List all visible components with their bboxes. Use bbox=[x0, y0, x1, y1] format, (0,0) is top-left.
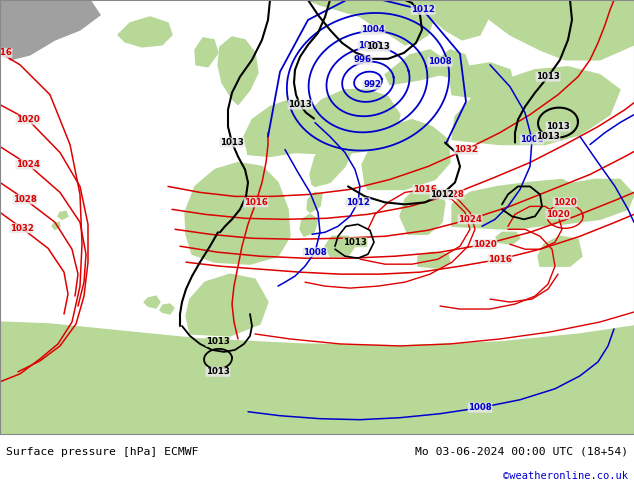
Polygon shape bbox=[418, 252, 450, 268]
Text: 996: 996 bbox=[354, 55, 372, 64]
Text: 1013: 1013 bbox=[536, 132, 560, 141]
Text: 1000: 1000 bbox=[358, 41, 382, 50]
Text: 1008: 1008 bbox=[303, 248, 327, 257]
Text: 1012: 1012 bbox=[430, 190, 454, 199]
Text: Surface pressure [hPa] ECMWF: Surface pressure [hPa] ECMWF bbox=[6, 447, 198, 457]
Text: 1013: 1013 bbox=[206, 338, 230, 346]
Text: 1024: 1024 bbox=[16, 160, 40, 169]
Polygon shape bbox=[475, 0, 634, 60]
Polygon shape bbox=[362, 120, 450, 190]
Polygon shape bbox=[218, 37, 258, 105]
Text: 1020: 1020 bbox=[16, 115, 40, 124]
Text: 1013: 1013 bbox=[546, 122, 570, 131]
Text: 1008: 1008 bbox=[468, 403, 492, 412]
Polygon shape bbox=[0, 0, 100, 60]
Text: 1013: 1013 bbox=[220, 138, 244, 147]
Polygon shape bbox=[385, 50, 445, 85]
Polygon shape bbox=[400, 186, 445, 234]
Polygon shape bbox=[300, 214, 318, 236]
Text: 1032: 1032 bbox=[10, 224, 34, 233]
Polygon shape bbox=[420, 0, 490, 40]
Polygon shape bbox=[325, 236, 355, 256]
Text: 1012: 1012 bbox=[411, 5, 435, 15]
Polygon shape bbox=[186, 274, 268, 336]
Text: 1020: 1020 bbox=[546, 210, 570, 219]
Polygon shape bbox=[0, 322, 634, 434]
Polygon shape bbox=[338, 0, 390, 30]
Text: 992: 992 bbox=[363, 80, 381, 89]
Text: 1012: 1012 bbox=[346, 198, 370, 207]
Text: 1028: 1028 bbox=[440, 190, 464, 199]
Polygon shape bbox=[375, 0, 435, 45]
Polygon shape bbox=[185, 163, 290, 264]
Polygon shape bbox=[244, 99, 320, 156]
Text: 1013: 1013 bbox=[288, 100, 312, 109]
Polygon shape bbox=[295, 90, 400, 154]
Text: 1016: 1016 bbox=[244, 198, 268, 207]
Text: 1020: 1020 bbox=[553, 198, 577, 207]
Polygon shape bbox=[438, 50, 470, 80]
Polygon shape bbox=[308, 0, 430, 45]
Polygon shape bbox=[160, 304, 174, 314]
Polygon shape bbox=[52, 222, 60, 229]
Text: ©weatheronline.co.uk: ©weatheronline.co.uk bbox=[503, 471, 628, 481]
Polygon shape bbox=[452, 67, 620, 145]
Text: 1013: 1013 bbox=[536, 72, 560, 81]
Text: 1008: 1008 bbox=[428, 57, 452, 66]
Text: 1013: 1013 bbox=[206, 368, 230, 376]
Polygon shape bbox=[118, 17, 172, 47]
Text: 1016: 1016 bbox=[413, 185, 437, 194]
Polygon shape bbox=[144, 296, 160, 308]
Text: 1016: 1016 bbox=[488, 255, 512, 264]
Text: 1013: 1013 bbox=[343, 238, 367, 247]
Polygon shape bbox=[307, 193, 322, 212]
Polygon shape bbox=[450, 63, 515, 99]
Text: 1032: 1032 bbox=[454, 145, 478, 154]
Text: 1024: 1024 bbox=[458, 215, 482, 224]
Text: 1020: 1020 bbox=[473, 240, 497, 249]
Polygon shape bbox=[310, 126, 355, 186]
Polygon shape bbox=[538, 236, 582, 266]
Polygon shape bbox=[452, 179, 582, 229]
Polygon shape bbox=[58, 211, 68, 220]
Text: Mo 03-06-2024 00:00 UTC (18+54): Mo 03-06-2024 00:00 UTC (18+54) bbox=[415, 447, 628, 457]
Text: 1008: 1008 bbox=[520, 135, 544, 144]
Polygon shape bbox=[496, 232, 520, 244]
Polygon shape bbox=[195, 38, 218, 67]
Polygon shape bbox=[555, 179, 634, 224]
Text: 1013: 1013 bbox=[366, 42, 390, 51]
Text: 1004: 1004 bbox=[361, 25, 385, 34]
Text: 1028: 1028 bbox=[13, 195, 37, 204]
Text: 1016: 1016 bbox=[0, 49, 12, 57]
